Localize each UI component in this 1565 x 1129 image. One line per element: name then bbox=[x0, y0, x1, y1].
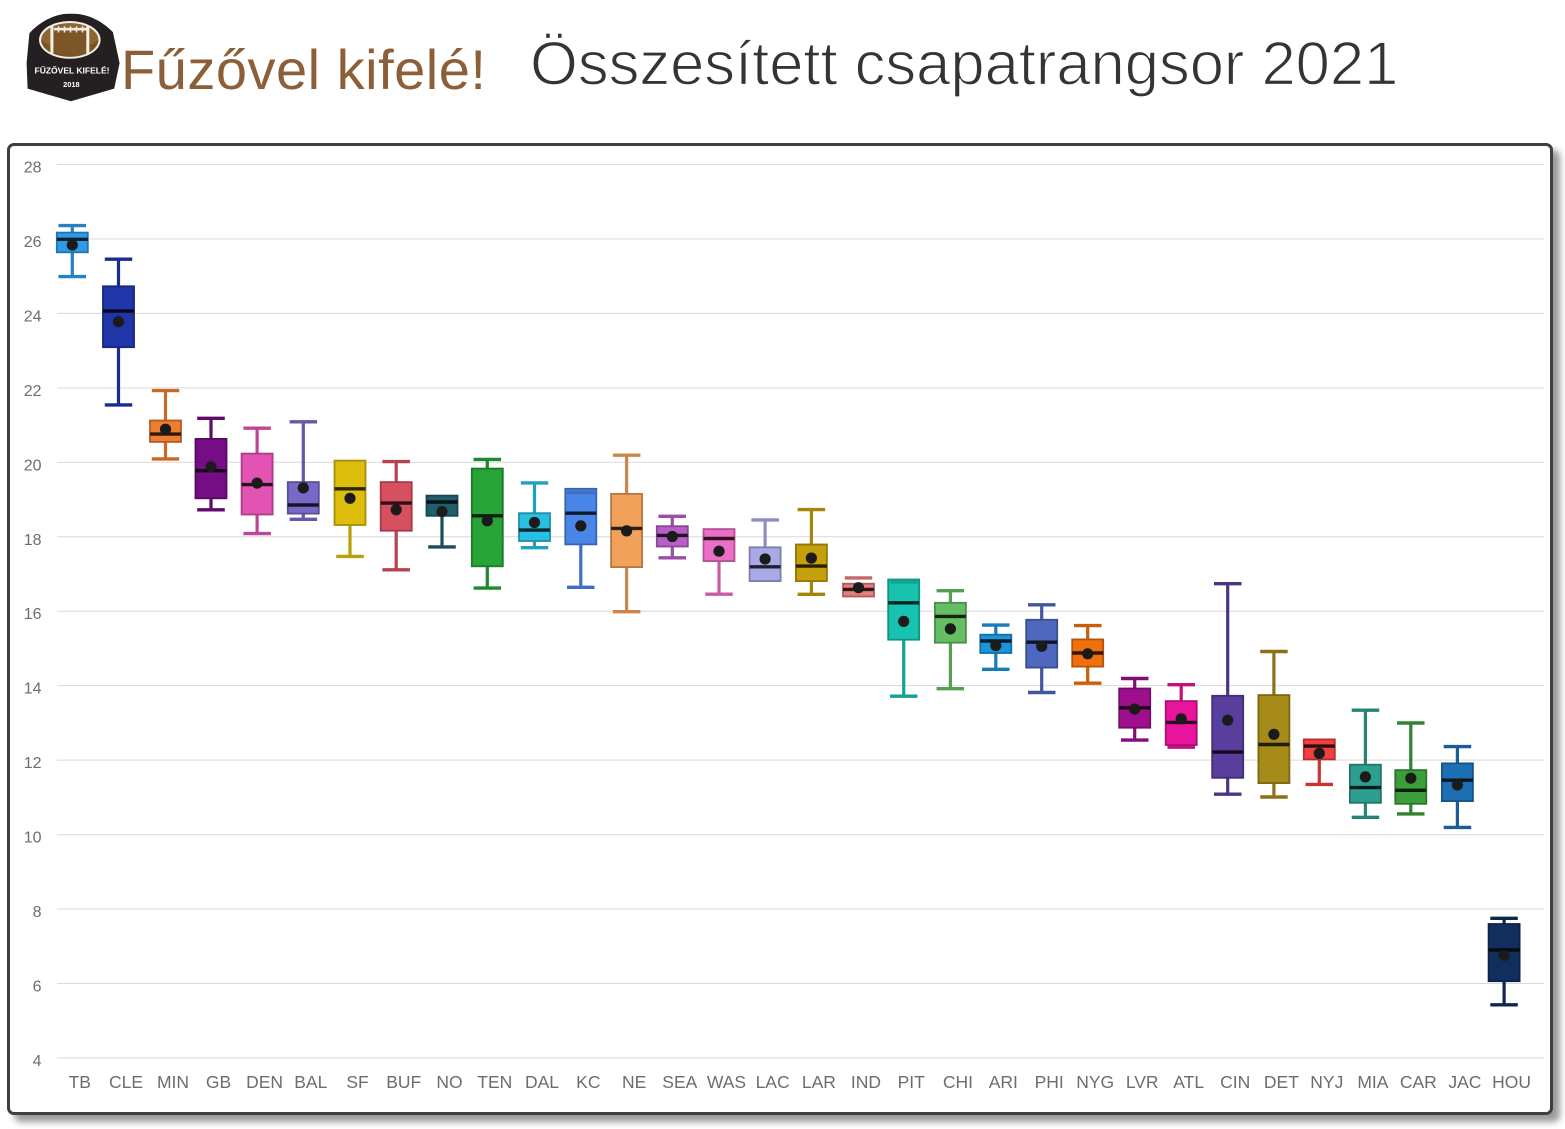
svg-text:Fűzővel kifelé!: Fűzővel kifelé! bbox=[121, 38, 486, 101]
svg-text:DEN: DEN bbox=[246, 1072, 283, 1092]
svg-text:10: 10 bbox=[24, 830, 42, 847]
svg-text:HOU: HOU bbox=[1492, 1072, 1531, 1092]
svg-text:MIA: MIA bbox=[1357, 1072, 1388, 1092]
svg-text:LAR: LAR bbox=[802, 1072, 836, 1092]
svg-text:PHI: PHI bbox=[1035, 1072, 1064, 1092]
svg-text:ARI: ARI bbox=[989, 1072, 1018, 1092]
svg-text:TEN: TEN bbox=[477, 1072, 512, 1092]
svg-text:SF: SF bbox=[346, 1072, 368, 1092]
svg-text:CAR: CAR bbox=[1400, 1072, 1437, 1092]
svg-text:14: 14 bbox=[24, 681, 42, 698]
svg-text:2018: 2018 bbox=[63, 80, 79, 89]
svg-text:MIN: MIN bbox=[157, 1072, 189, 1092]
svg-text:NE: NE bbox=[622, 1072, 646, 1092]
svg-text:LAC: LAC bbox=[756, 1072, 790, 1092]
svg-text:22: 22 bbox=[24, 383, 42, 400]
svg-text:NYJ: NYJ bbox=[1310, 1072, 1343, 1092]
svg-text:NYG: NYG bbox=[1076, 1072, 1114, 1092]
svg-text:18: 18 bbox=[24, 532, 42, 549]
svg-text:4: 4 bbox=[33, 1053, 42, 1070]
svg-text:TB: TB bbox=[69, 1072, 91, 1092]
svg-text:DAL: DAL bbox=[525, 1072, 559, 1092]
svg-text:JAC: JAC bbox=[1448, 1072, 1481, 1092]
svg-text:DET: DET bbox=[1264, 1072, 1299, 1092]
svg-text:8: 8 bbox=[33, 904, 42, 921]
svg-text:CIN: CIN bbox=[1220, 1072, 1250, 1092]
svg-text:20: 20 bbox=[24, 457, 42, 474]
svg-text:SEA: SEA bbox=[662, 1072, 697, 1092]
svg-text:NO: NO bbox=[436, 1072, 462, 1092]
svg-text:FŰZŐVEL KIFELÉ!: FŰZŐVEL KIFELÉ! bbox=[35, 65, 110, 76]
svg-text:26: 26 bbox=[24, 234, 42, 251]
svg-text:BUF: BUF bbox=[386, 1072, 421, 1092]
svg-text:LVR: LVR bbox=[1126, 1072, 1159, 1092]
svg-text:PIT: PIT bbox=[898, 1072, 926, 1092]
svg-text:KC: KC bbox=[576, 1072, 600, 1092]
svg-text:16: 16 bbox=[24, 606, 42, 623]
svg-text:28: 28 bbox=[24, 160, 42, 177]
svg-text:6: 6 bbox=[33, 979, 42, 996]
svg-text:Összesített csapatrangsor 2021: Összesített csapatrangsor 2021 bbox=[530, 30, 1398, 99]
svg-text:ATL: ATL bbox=[1173, 1072, 1204, 1092]
svg-text:WAS: WAS bbox=[707, 1072, 746, 1092]
svg-text:BAL: BAL bbox=[294, 1072, 327, 1092]
svg-text:12: 12 bbox=[24, 755, 42, 772]
svg-text:CLE: CLE bbox=[109, 1072, 143, 1092]
svg-text:GB: GB bbox=[206, 1072, 231, 1092]
svg-text:24: 24 bbox=[24, 308, 42, 325]
svg-text:CHI: CHI bbox=[943, 1072, 973, 1092]
svg-text:IND: IND bbox=[851, 1072, 881, 1092]
